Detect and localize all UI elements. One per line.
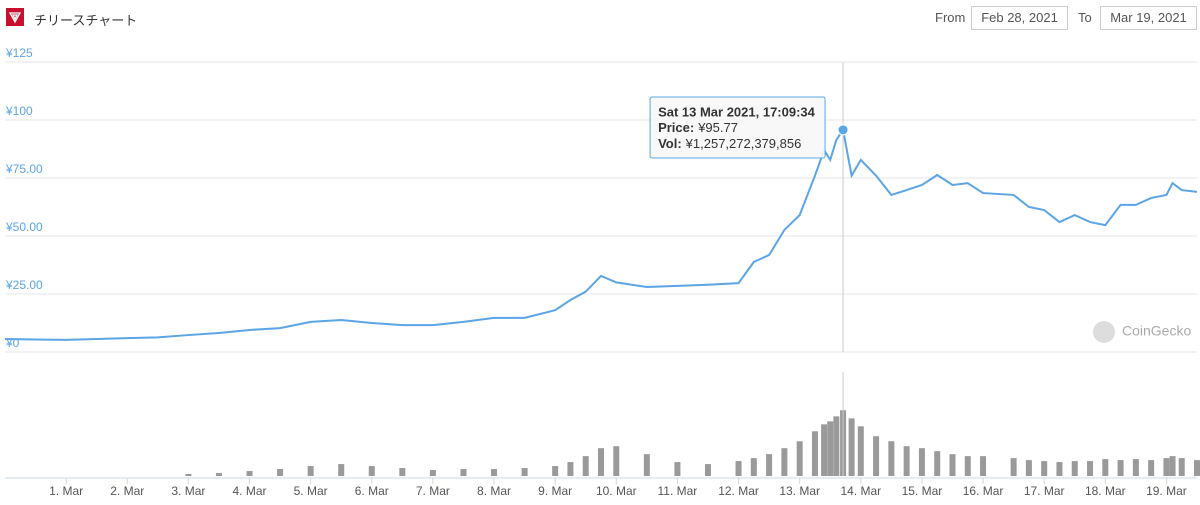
volume-bar	[918, 448, 925, 476]
volume-bar	[399, 468, 406, 476]
volume-bar	[1025, 460, 1032, 476]
volume-bar	[460, 469, 467, 476]
y-tick-label: ¥100	[5, 104, 33, 118]
x-tick-label: 7. Mar	[416, 484, 450, 498]
x-tick-label: 17. Mar	[1024, 484, 1065, 498]
hover-point	[837, 124, 849, 136]
volume-bar	[643, 454, 650, 476]
volume-bar	[781, 448, 788, 476]
tooltip-vol-label: Vol:	[658, 136, 682, 151]
volume-bar	[307, 466, 314, 476]
volume-bar	[613, 446, 620, 476]
x-tick-label: 19. Mar	[1146, 484, 1187, 498]
tooltip-price: Price: ¥95.77	[658, 120, 738, 135]
volume-bar	[766, 454, 773, 476]
volume-bar	[857, 426, 864, 476]
x-tick-label: 2. Mar	[110, 484, 144, 498]
volume-bar	[215, 473, 222, 476]
x-tick-label: 16. Mar	[963, 484, 1004, 498]
volume-bar	[567, 462, 574, 476]
volume-bar	[1056, 462, 1063, 476]
volume-bar	[1169, 456, 1176, 476]
volume-bar	[735, 461, 742, 476]
volume-bar	[368, 466, 375, 476]
volume-bar	[429, 470, 436, 476]
volume-bar	[521, 468, 528, 476]
price-line	[4, 127, 1198, 341]
volume-bar	[1087, 461, 1094, 476]
volume-bar	[1071, 461, 1078, 476]
volume-bar	[552, 466, 559, 476]
volume-bar	[1010, 458, 1017, 476]
to-label: To	[1078, 10, 1092, 25]
volume-bar	[833, 416, 840, 476]
watermark-icon	[1093, 321, 1115, 343]
x-tick-label: 12. Mar	[718, 484, 759, 498]
chart-title: チリースチャート	[34, 13, 138, 28]
x-tick-label: 13. Mar	[779, 484, 820, 498]
x-tick-label: 15. Mar	[902, 484, 943, 498]
volume-bar	[903, 446, 910, 476]
volume-bar	[873, 436, 880, 476]
from-date-input[interactable]: Feb 28, 2021	[971, 6, 1068, 30]
volume-bar	[598, 448, 604, 476]
x-tick-label: 10. Mar	[596, 484, 637, 498]
volume-bar	[821, 424, 828, 476]
volume-bar	[796, 441, 803, 476]
x-tick-label: 18. Mar	[1085, 484, 1126, 498]
volume-bar	[888, 441, 895, 476]
x-tick-label: 6. Mar	[355, 484, 389, 498]
volume-bar	[1194, 460, 1200, 476]
volume-bar	[1163, 458, 1170, 476]
tooltip-vol-value: ¥1,257,272,379,856	[685, 136, 802, 151]
volume-bar	[1117, 460, 1124, 476]
volume-bar	[246, 471, 253, 476]
volume-bar	[750, 458, 757, 476]
volume-bar	[1041, 461, 1048, 476]
volume-bar	[704, 464, 711, 476]
x-tick-label: 1. Mar	[49, 484, 83, 498]
volume-bar	[1132, 459, 1139, 476]
logo-icon	[8, 12, 22, 24]
volume-bar	[949, 454, 956, 476]
volume-bar	[811, 431, 818, 476]
to-date-input[interactable]: Mar 19, 2021	[1100, 6, 1197, 30]
volume-bar	[491, 469, 498, 476]
volume-bar	[582, 456, 589, 476]
x-tick-label: 3. Mar	[171, 484, 205, 498]
x-tick-label: 8. Mar	[477, 484, 511, 498]
volume-bar	[674, 462, 681, 476]
volume-bar	[277, 469, 284, 476]
logo	[6, 8, 24, 26]
y-tick-label: ¥25.00	[5, 278, 43, 292]
tooltip-price-value: ¥95.77	[697, 120, 738, 135]
volume-bar	[827, 421, 834, 476]
y-tick-label: ¥50.00	[5, 220, 43, 234]
x-tick-label: 14. Mar	[840, 484, 881, 498]
x-tick-label: 5. Mar	[294, 484, 328, 498]
y-tick-label: ¥125	[5, 46, 33, 60]
volume-bar	[964, 456, 971, 476]
volume-bar	[185, 474, 192, 476]
tooltip-price-label: Price:	[658, 120, 694, 135]
tooltip	[649, 96, 826, 159]
volume-bar	[338, 464, 345, 476]
tooltip-volume: Vol: ¥1,257,272,379,856	[658, 136, 801, 151]
tooltip-title: Sat 13 Mar 2021, 17:09:34	[658, 104, 816, 119]
x-tick-label: 4. Mar	[233, 484, 267, 498]
volume-bar	[848, 418, 855, 476]
volume-bar	[980, 456, 987, 476]
volume-bar	[934, 451, 941, 476]
x-tick-label: 11. Mar	[658, 484, 698, 498]
volume-bar	[1178, 458, 1185, 476]
from-label: From	[935, 10, 966, 25]
watermark: CoinGecko	[1122, 323, 1191, 339]
volume-bar	[1148, 460, 1155, 476]
y-tick-label: ¥75.00	[5, 162, 43, 176]
volume-bar	[1102, 459, 1109, 476]
x-tick-label: 9. Mar	[538, 484, 572, 498]
